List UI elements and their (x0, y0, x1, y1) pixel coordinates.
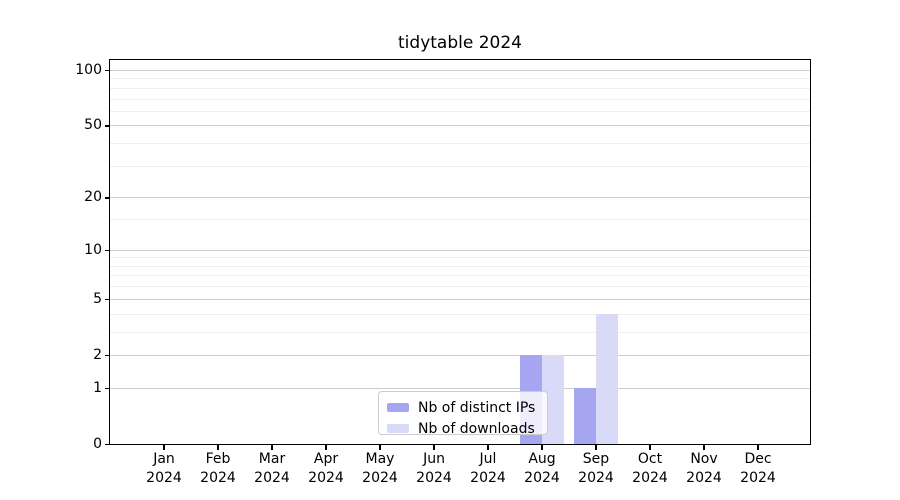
x-tick-month: Jul (479, 451, 497, 467)
x-tick-mark (649, 445, 651, 450)
x-tick-label: May 2024 (348, 450, 412, 488)
major-gridline (110, 249, 810, 251)
x-tick-month: Apr (313, 451, 339, 467)
minor-gridline (110, 219, 810, 221)
x-tick-mark (541, 445, 543, 450)
y-tick-label: 0 (93, 436, 102, 452)
minor-gridline (110, 110, 810, 112)
chart-title: tidytable 2024 (398, 33, 522, 53)
major-gridline (110, 298, 810, 300)
legend-swatch-distinct-ips (387, 403, 409, 412)
minor-gridline (110, 257, 810, 259)
x-tick-year: 2024 (524, 470, 560, 486)
major-gridline (110, 197, 810, 199)
y-tick-mark (105, 354, 110, 357)
x-tick-month: Oct (637, 451, 663, 467)
legend-item-downloads: Nb of downloads (387, 418, 539, 439)
minor-gridline (110, 331, 810, 333)
minor-gridline (110, 265, 810, 267)
y-tick-label: 1 (93, 379, 102, 396)
x-tick-month: May (365, 451, 395, 467)
x-tick-month: Feb (205, 451, 231, 467)
x-tick-label: Oct 2024 (618, 450, 682, 488)
x-tick-label: Sep 2024 (564, 450, 628, 488)
x-tick-year: 2024 (686, 470, 722, 486)
x-tick-label: Aug 2024 (510, 450, 574, 488)
x-tick-label: Dec 2024 (726, 450, 790, 488)
x-tick-month: Sep (582, 451, 610, 467)
plot-area: Nb of distinct IPs Nb of downloads (109, 59, 811, 445)
x-tick-label: Feb 2024 (186, 450, 250, 488)
x-tick-month: Mar (258, 451, 286, 467)
x-tick-mark (433, 445, 435, 450)
legend-swatch-downloads (387, 424, 409, 433)
x-tick-label: Jan 2024 (132, 450, 196, 488)
x-tick-mark (271, 445, 273, 450)
x-tick-month: Dec (744, 451, 772, 467)
x-tick-mark (217, 445, 219, 450)
legend-label-distinct-ips: Nb of distinct IPs (418, 399, 536, 416)
x-tick-year: 2024 (416, 470, 452, 486)
y-tick-mark (105, 298, 110, 301)
x-tick-year: 2024 (578, 470, 614, 486)
x-tick-label: Apr 2024 (294, 450, 358, 488)
minor-gridline (110, 78, 810, 80)
minor-gridline (110, 286, 810, 288)
minor-gridline (110, 313, 810, 315)
y-tick-mark (105, 387, 110, 390)
y-tick-mark (105, 70, 110, 72)
x-tick-year: 2024 (200, 470, 236, 486)
x-tick-label: Jun 2024 (402, 450, 466, 488)
legend-item-distinct-ips: Nb of distinct IPs (387, 397, 539, 418)
x-tick-year: 2024 (308, 470, 344, 486)
minor-gridline (110, 275, 810, 277)
minor-gridline (110, 143, 810, 145)
x-tick-year: 2024 (254, 470, 290, 486)
x-tick-mark (379, 445, 381, 450)
x-tick-label: Mar 2024 (240, 450, 304, 488)
y-tick-mark (105, 249, 110, 252)
x-tick-mark (757, 445, 759, 450)
x-tick-mark (487, 445, 489, 450)
major-gridline (110, 125, 810, 127)
minor-gridline (110, 98, 810, 100)
y-tick-label: 100 (75, 62, 102, 78)
x-tick-year: 2024 (632, 470, 668, 486)
x-tick-month: Aug (528, 451, 556, 467)
y-tick-mark (105, 125, 110, 127)
x-tick-year: 2024 (740, 470, 776, 486)
y-tick-label: 5 (93, 290, 102, 307)
x-tick-mark (325, 445, 327, 450)
major-gridline (110, 387, 810, 389)
y-tick-label: 20 (84, 189, 102, 206)
legend-label-downloads: Nb of downloads (418, 420, 535, 437)
legend: Nb of distinct IPs Nb of downloads (378, 391, 548, 437)
y-tick-mark (105, 197, 110, 199)
x-tick-month: Jan (153, 451, 175, 467)
bar-nb-of-distinct-ips-sep-2024 (574, 387, 596, 444)
x-tick-label: Nov 2024 (672, 450, 736, 488)
y-tick-label: 10 (84, 241, 102, 258)
grid-layer (110, 60, 810, 444)
x-tick-month: Nov (690, 451, 718, 467)
y-tick-label: 50 (84, 117, 102, 134)
major-gridline (110, 70, 810, 71)
x-tick-year: 2024 (146, 470, 182, 486)
x-tick-label: Jul 2024 (456, 450, 520, 488)
bars-layer (110, 60, 810, 444)
x-tick-year: 2024 (362, 470, 398, 486)
major-gridline (110, 354, 810, 356)
x-tick-month: Jun (423, 451, 445, 467)
minor-gridline (110, 165, 810, 167)
minor-gridline (110, 87, 810, 89)
x-tick-mark (703, 445, 705, 450)
x-tick-mark (595, 445, 597, 450)
y-tick-mark (105, 444, 110, 446)
x-tick-mark (163, 445, 165, 450)
bar-nb-of-downloads-sep-2024 (596, 313, 618, 444)
y-tick-label: 2 (93, 346, 102, 363)
x-tick-year: 2024 (470, 470, 506, 486)
